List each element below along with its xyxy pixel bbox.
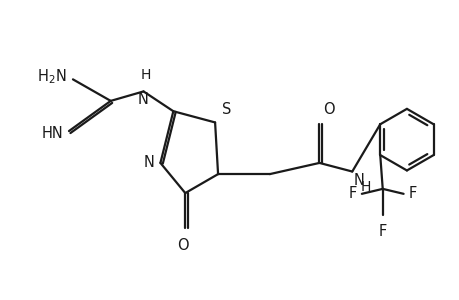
Text: F: F [378,224,386,239]
Text: N: N [143,155,154,170]
Text: H: H [360,181,370,194]
Text: H: H [140,68,151,83]
Text: N: N [353,172,364,188]
Text: S: S [221,103,230,118]
Text: O: O [322,102,334,117]
Text: N: N [138,92,149,107]
Text: F: F [348,186,356,201]
Text: O: O [177,238,188,253]
Text: F: F [408,186,416,201]
Text: H$_2$N: H$_2$N [37,68,67,86]
Text: HN: HN [41,126,63,141]
